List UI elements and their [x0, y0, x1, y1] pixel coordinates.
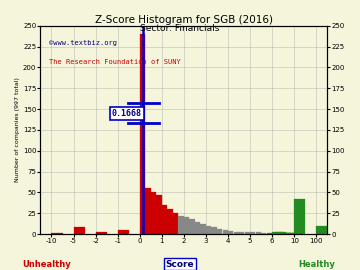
- Bar: [244, 232, 250, 234]
- Bar: [286, 233, 297, 234]
- Bar: [272, 232, 283, 234]
- Bar: [283, 233, 294, 234]
- Bar: [267, 233, 272, 234]
- Text: Healthy: Healthy: [298, 260, 335, 269]
- Bar: [256, 232, 261, 234]
- Bar: [316, 226, 327, 234]
- Text: Sector: Financials: Sector: Financials: [140, 24, 220, 33]
- Bar: [145, 188, 150, 234]
- Bar: [156, 195, 162, 234]
- Bar: [201, 224, 206, 234]
- Bar: [228, 231, 233, 234]
- Bar: [73, 227, 85, 234]
- Text: ©www.textbiz.org: ©www.textbiz.org: [49, 40, 117, 46]
- Bar: [217, 229, 222, 234]
- Bar: [275, 232, 286, 234]
- Bar: [189, 219, 195, 234]
- Text: 0.1668: 0.1668: [112, 109, 142, 118]
- Bar: [250, 232, 255, 234]
- Bar: [195, 222, 200, 234]
- Bar: [239, 232, 244, 234]
- Bar: [178, 216, 184, 234]
- Y-axis label: Number of companies (997 total): Number of companies (997 total): [15, 77, 20, 182]
- Bar: [167, 209, 173, 234]
- Bar: [184, 217, 189, 234]
- Text: Unhealthy: Unhealthy: [22, 260, 71, 269]
- Bar: [173, 213, 178, 234]
- Bar: [96, 232, 107, 234]
- Bar: [211, 227, 217, 234]
- Bar: [118, 230, 129, 234]
- Bar: [222, 230, 228, 234]
- Bar: [162, 205, 167, 234]
- Bar: [261, 233, 266, 234]
- Bar: [289, 233, 300, 234]
- Bar: [294, 199, 305, 234]
- Bar: [234, 232, 239, 234]
- Bar: [51, 233, 63, 234]
- Bar: [280, 233, 292, 234]
- Bar: [140, 34, 145, 234]
- Title: Z-Score Histogram for SGB (2016): Z-Score Histogram for SGB (2016): [95, 15, 273, 25]
- Bar: [151, 193, 156, 234]
- Text: The Research Foundation of SUNY: The Research Foundation of SUNY: [49, 59, 181, 65]
- Bar: [278, 233, 289, 234]
- Text: Score: Score: [166, 260, 194, 269]
- Bar: [206, 226, 211, 234]
